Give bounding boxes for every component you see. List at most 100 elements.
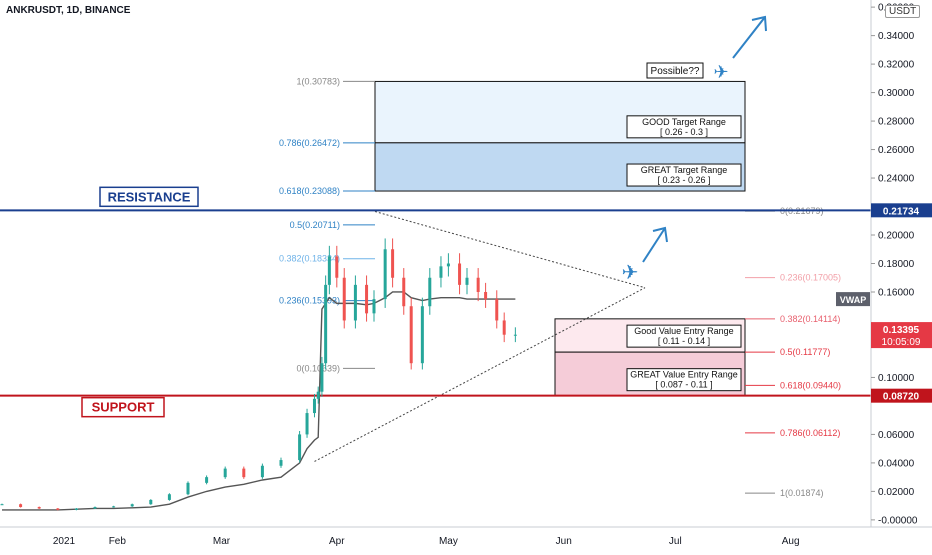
range-label-box [626, 115, 742, 139]
candle-body [223, 468, 227, 478]
candle-body [465, 277, 469, 285]
time-tick-label: Feb [109, 536, 127, 547]
time-tick-label: Aug [782, 536, 800, 547]
vwap-tag-label: VWAP [840, 295, 867, 305]
candle-body [320, 363, 324, 392]
price-tick-label: 0.24000 [878, 174, 915, 185]
price-axis: 0.360000.340000.320000.300000.280000.260… [0, 0, 932, 528]
candle-body [149, 499, 153, 505]
candle-body [279, 460, 283, 466]
candle-body [186, 482, 190, 495]
fib-level-label: 1(0.30783) [296, 76, 340, 86]
fib-level-label: 0.786(0.06112) [780, 428, 840, 438]
fib-level-label: 0.618(0.09440) [780, 380, 841, 390]
price-tag-label: 0.21734 [883, 206, 920, 217]
candle-body [342, 277, 346, 321]
current-price-tag [871, 322, 932, 349]
candle-body [513, 334, 517, 336]
candle-body [312, 398, 316, 414]
candle-body [298, 434, 302, 461]
currency-badge[interactable]: USDT [885, 5, 921, 18]
arrow-shaft-upper [732, 16, 766, 59]
candle-body [316, 391, 320, 399]
candle-body [476, 277, 480, 292]
range-label-title: GOOD Target Range [642, 117, 726, 127]
candle-body [402, 277, 406, 307]
arrow-shaft-lower [642, 227, 666, 263]
price-tick-label: 0.32000 [878, 60, 915, 71]
countdown-label: 10:05:09 [882, 337, 921, 348]
vwap-series [2, 291, 516, 511]
candle-body [56, 508, 60, 510]
time-tick-label: May [439, 536, 458, 547]
candle-body [205, 477, 209, 483]
range-zones: GOOD Target Range[ 0.26 - 0.3 ] GREAT Tar… [374, 80, 746, 397]
price-tag-label: 0.08720 [883, 392, 920, 403]
level-label-box [99, 186, 199, 208]
candle-body [484, 291, 488, 300]
candle-body [260, 465, 264, 478]
price-tick-label: 0.18000 [878, 259, 915, 270]
range-label-value: [ 0.11 - 0.14 ] [658, 336, 710, 346]
fib-level-label: 0.236(0.17005) [780, 273, 841, 283]
candle-body [112, 506, 116, 508]
arrow-head-upper [751, 15, 767, 32]
range-label-box [626, 324, 742, 348]
candle-body [0, 504, 4, 506]
level-label: RESISTANCE [108, 189, 191, 204]
candle-body [93, 507, 97, 509]
fib-level-label: 0.5(0.20711) [290, 220, 340, 230]
projection-arrows: ✈ ✈ Possible?? [622, 15, 767, 284]
range-label-value: [ 0.087 - 0.11 ] [655, 380, 712, 390]
price-tick-label: 0.26000 [878, 145, 915, 156]
fib-level-label: 1(0.01874) [780, 488, 824, 498]
range-label-title: GREAT Value Entry Range [630, 370, 738, 380]
time-tick-label: 2021 [53, 536, 76, 547]
callout-box [646, 62, 704, 79]
fib-level-label: 0.5(0.11777) [780, 347, 830, 357]
candles [0, 238, 517, 511]
fib-level-label: 0.786(0.26472) [279, 138, 340, 148]
candle-body [495, 299, 499, 321]
time-tick-label: Jul [669, 536, 682, 547]
candle-body [327, 256, 331, 285]
current-price-label: 0.13395 [883, 325, 920, 336]
candle-body [391, 249, 395, 278]
price-tick-label: 0.34000 [878, 31, 915, 42]
candle-body [428, 277, 432, 307]
fib-level-label: 0.382(0.18334) [279, 254, 340, 264]
candle-body [409, 306, 413, 364]
arrow-head-lower [652, 226, 668, 243]
time-tick-label: Apr [329, 536, 345, 547]
candle-body [37, 507, 41, 509]
range-label-title: GREAT Target Range [641, 165, 728, 175]
candle-body [324, 284, 328, 364]
price-tag [871, 388, 932, 403]
triangle-trendlines [314, 211, 646, 462]
time-axis: 2021 Feb Mar Apr May Jun Jul Aug [53, 536, 800, 547]
candle-body [383, 249, 387, 300]
fib-level-label: 0.382(0.14114) [780, 314, 840, 324]
candle-body [446, 263, 450, 267]
range-label-box [626, 163, 742, 187]
candle-body [74, 508, 78, 510]
vwap-tag [836, 292, 870, 307]
candle-body [305, 413, 309, 435]
candle-body [335, 256, 339, 278]
candle-body [130, 504, 134, 507]
price-tag [871, 203, 932, 218]
range-label-box [626, 368, 742, 392]
price-tick-label: 0.16000 [878, 287, 915, 298]
candle-body [420, 306, 424, 364]
price-tick-label: 0.10000 [878, 373, 915, 384]
upper-trendline [374, 211, 646, 289]
candle-body [353, 284, 357, 321]
candle-body [502, 320, 506, 335]
candle-body [365, 284, 369, 314]
range-label-value: [ 0.26 - 0.3 ] [660, 127, 708, 137]
level-label-box [81, 396, 165, 418]
candle-body [19, 504, 23, 508]
time-tick-label: Mar [213, 536, 231, 547]
